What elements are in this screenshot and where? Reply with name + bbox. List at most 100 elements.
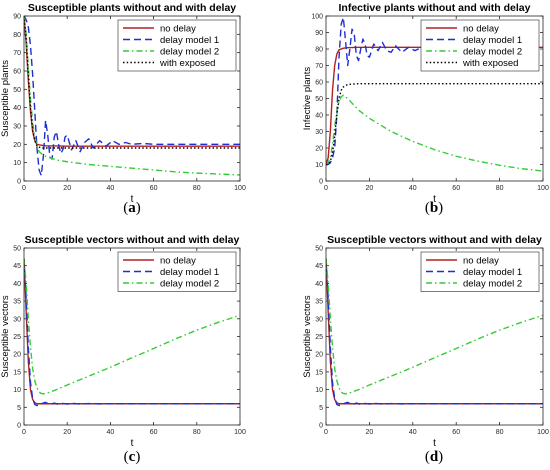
legend-label: no delay (463, 23, 499, 34)
series-line-1 (24, 258, 240, 405)
y-tick-label: 50 (13, 87, 21, 94)
y-tick-label: 100 (311, 14, 323, 21)
y-tick-label: 20 (315, 146, 323, 153)
x-tick-label: 20 (63, 185, 71, 192)
x-tick-label: 40 (409, 429, 417, 436)
y-tick-label: 15 (13, 369, 21, 376)
y-tick-label: 15 (315, 369, 323, 376)
x-axis-label: t (433, 194, 436, 205)
caption-letter: a (128, 200, 136, 216)
caption-letter: b (430, 200, 438, 216)
x-tick-label: 60 (150, 185, 158, 192)
x-axis-label: t (433, 438, 436, 449)
y-tick-label: 25 (315, 334, 323, 341)
plot-frame (325, 247, 544, 426)
legend-label: delay model 2 (463, 278, 522, 289)
y-tick-label: 70 (315, 63, 323, 70)
x-tick-label: 100 (234, 429, 246, 436)
series-line-3 (326, 94, 543, 172)
caption-letter: d (430, 449, 439, 465)
y-tick-label: 40 (315, 281, 323, 288)
x-tick-label: 80 (496, 429, 504, 436)
series-line-4 (24, 16, 240, 149)
chart-title: Susceptible plants without and with dela… (28, 2, 236, 14)
panel-caption: (d) (425, 449, 443, 465)
x-tick-label: 0 (324, 429, 328, 436)
y-tick-label: 30 (13, 316, 21, 323)
legend-label: with exposed (462, 58, 518, 69)
y-tick-label: 40 (13, 281, 21, 288)
legend-label: delay model 1 (160, 35, 219, 46)
caption-open: ( (124, 449, 129, 465)
y-tick-label: 80 (315, 47, 323, 54)
y-tick-label: 0 (17, 423, 21, 430)
x-tick-label: 100 (537, 185, 549, 192)
series-line-1 (326, 258, 543, 405)
plot-frame (23, 247, 241, 426)
y-tick-label: 20 (13, 352, 21, 359)
series-line-3 (24, 16, 240, 176)
y-tick-label: 10 (13, 160, 21, 167)
y-tick-label: 35 (315, 299, 323, 306)
y-tick-label: 0 (17, 179, 21, 186)
y-tick-label: 10 (315, 162, 323, 169)
chart-title: Susceptible vectors without and with del… (327, 234, 542, 246)
x-tick-label: 100 (537, 429, 549, 436)
panel-a: Susceptible plants without and with dela… (0, 2, 246, 216)
y-axis-label: Susceptible plants (0, 60, 11, 137)
y-tick-label: 25 (13, 334, 21, 341)
legend-label: delay model 2 (160, 46, 219, 57)
y-tick-label: 10 (13, 387, 21, 394)
caption-open: ( (123, 200, 128, 216)
y-tick-label: 20 (315, 352, 323, 359)
caption-open: ( (425, 200, 430, 216)
y-tick-label: 35 (13, 299, 21, 306)
caption-close: ) (136, 200, 141, 216)
caption-close: ) (135, 449, 140, 465)
x-tick-label: 40 (107, 185, 115, 192)
y-tick-label: 60 (13, 69, 21, 76)
y-axis-label: Susceptible vectors (302, 295, 313, 378)
x-tick-label: 80 (193, 429, 201, 436)
y-tick-label: 45 (315, 263, 323, 270)
caption-open: ( (425, 449, 430, 465)
legend-label: no delay (160, 255, 196, 266)
y-tick-label: 50 (13, 246, 21, 253)
y-tick-label: 0 (319, 423, 323, 430)
y-tick-label: 80 (13, 32, 21, 39)
legend-label: delay model 1 (463, 267, 522, 278)
y-tick-label: 5 (319, 405, 323, 412)
series-line-2 (24, 258, 240, 407)
x-tick-label: 20 (63, 429, 71, 436)
legend-label: no delay (160, 23, 196, 34)
legend-label: delay model 1 (160, 267, 219, 278)
series-group (24, 258, 240, 407)
y-tick-label: 30 (315, 316, 323, 323)
y-tick-label: 45 (13, 263, 21, 270)
x-tick-label: 60 (452, 185, 460, 192)
x-axis-label: t (131, 194, 134, 205)
series-line-2 (326, 258, 543, 407)
legend-label: no delay (463, 255, 499, 266)
y-tick-label: 30 (315, 129, 323, 136)
y-tick-label: 50 (315, 246, 323, 253)
y-tick-label: 70 (13, 50, 21, 57)
y-tick-label: 20 (13, 142, 21, 149)
x-tick-label: 60 (150, 429, 158, 436)
caption-close: ) (438, 200, 443, 216)
series-group (326, 258, 543, 407)
legend-label: delay model 1 (463, 35, 522, 46)
caption-letter: c (129, 449, 136, 465)
y-tick-label: 10 (315, 387, 323, 394)
x-tick-label: 40 (107, 429, 115, 436)
legend-label: delay model 2 (160, 278, 219, 289)
y-tick-label: 30 (13, 124, 21, 131)
x-tick-label: 20 (366, 429, 374, 436)
x-tick-label: 20 (366, 185, 374, 192)
panel-caption: (c) (124, 449, 141, 465)
x-tick-label: 80 (496, 185, 504, 192)
